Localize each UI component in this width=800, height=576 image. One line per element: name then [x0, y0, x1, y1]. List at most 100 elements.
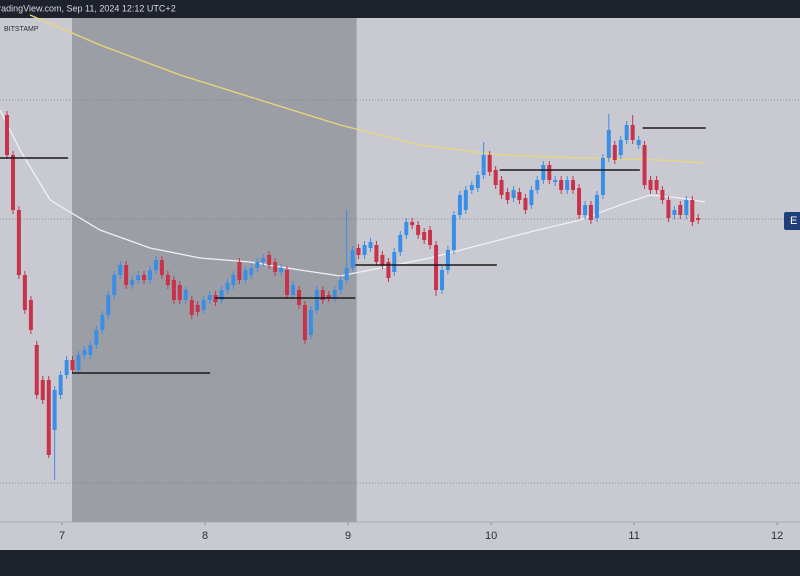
candle-body — [594, 195, 599, 218]
x-tick-label: 7 — [59, 530, 65, 542]
candle-body — [469, 185, 474, 190]
candle-body — [475, 175, 480, 188]
candle-body — [672, 210, 677, 215]
candle-body — [541, 165, 546, 180]
moving-average — [0, 109, 706, 277]
candle-body — [76, 355, 81, 370]
candle-body — [457, 195, 462, 215]
candle-body — [338, 280, 343, 290]
candle-body — [243, 270, 248, 280]
candle-body — [64, 360, 69, 375]
candle-body — [255, 262, 260, 268]
candle-body — [368, 242, 373, 248]
plot-layer: 7 8 9 10 11 12 — [0, 14, 800, 542]
bottom-bar — [0, 550, 800, 576]
candle-body — [52, 390, 57, 430]
candle-body — [499, 180, 504, 195]
candle-body — [28, 300, 33, 330]
candle-body — [159, 260, 164, 275]
candle-body — [171, 280, 176, 300]
candle-body — [577, 188, 582, 215]
candle-body — [535, 180, 540, 190]
candle-body — [606, 130, 611, 158]
candle-body — [600, 158, 605, 195]
candle-body — [148, 270, 153, 280]
candle-body — [684, 200, 689, 215]
session-shade — [72, 18, 357, 522]
exchange-label: BITSTAMP — [4, 26, 39, 33]
candle-body — [16, 210, 21, 275]
candle-body — [219, 290, 224, 300]
candle-body — [40, 380, 45, 400]
candle-body — [356, 248, 361, 255]
moving-average — [29, 14, 706, 164]
candle-body — [302, 305, 307, 340]
candle-body — [94, 330, 99, 345]
candle-body — [690, 200, 695, 222]
candle-body — [481, 155, 486, 175]
candle-body — [624, 125, 629, 140]
candle-body — [493, 170, 498, 185]
price-badge-bg — [784, 212, 800, 230]
candle-body — [666, 200, 671, 218]
x-tick-label: 11 — [628, 530, 639, 542]
x-tick-label: 10 — [485, 530, 497, 542]
x-tick-label: 12 — [771, 530, 783, 542]
candle-body — [398, 235, 403, 252]
candle-body — [380, 255, 385, 265]
candle-body — [559, 180, 564, 190]
candle-body — [660, 190, 665, 200]
candle-body — [487, 155, 492, 172]
candle-body — [445, 250, 450, 270]
x-tick-label: 9 — [345, 530, 351, 542]
candle-body — [58, 375, 63, 395]
candle-body — [428, 230, 433, 245]
candle-body — [636, 140, 641, 145]
candle-body — [207, 295, 212, 300]
candle-body — [154, 260, 159, 270]
candle-body — [100, 315, 105, 330]
candle-body — [505, 192, 510, 200]
candle-body — [422, 232, 427, 240]
candle-body — [70, 360, 75, 370]
candle-body — [195, 305, 200, 312]
candle-body — [463, 190, 468, 210]
candle-body — [565, 180, 570, 190]
candle-body — [374, 245, 379, 262]
candle-body — [308, 310, 313, 335]
candle-body — [34, 345, 39, 395]
candle-body — [523, 198, 528, 210]
candle-body — [344, 268, 349, 280]
candle-body — [267, 255, 272, 265]
candle-body — [547, 165, 552, 180]
candle-body — [22, 275, 27, 310]
candle-body — [583, 205, 588, 215]
candle-body — [201, 300, 206, 310]
candle-body — [416, 225, 421, 235]
candle-body — [249, 268, 254, 275]
candle-body — [189, 300, 194, 315]
candle-body — [362, 245, 367, 255]
candle-body — [124, 265, 129, 285]
candle-body — [332, 290, 337, 298]
candle-body — [648, 180, 653, 190]
candle-body — [451, 215, 456, 250]
candle-body — [273, 262, 278, 272]
candle-body — [529, 190, 534, 205]
candle-body — [642, 145, 647, 185]
candle-body — [678, 205, 683, 215]
source-label: TradingView.com, Sep 11, 2024 12:12 UTC+… — [0, 3, 176, 13]
candle-body — [588, 205, 593, 220]
candle-body — [326, 295, 331, 298]
top-bar — [0, 0, 800, 18]
candle-body — [386, 262, 391, 278]
candle-body — [434, 245, 439, 290]
candle-body — [225, 283, 230, 290]
candle-body — [5, 115, 10, 155]
candle-body — [261, 258, 266, 262]
candle-body — [142, 275, 147, 280]
candle-body — [612, 145, 617, 160]
candle-body — [237, 262, 242, 280]
candle-body — [177, 285, 182, 300]
